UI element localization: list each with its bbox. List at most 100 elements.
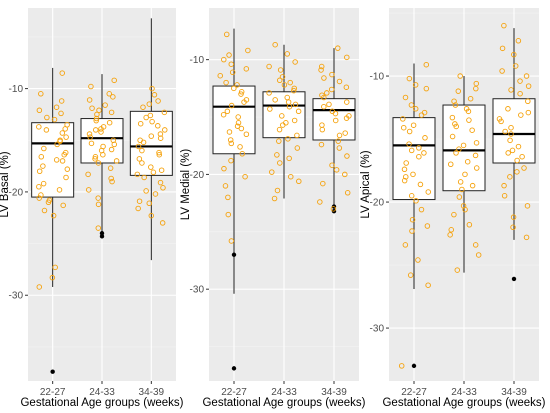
data-point (61, 151, 67, 158)
x-tick-label: 34-39 (139, 387, 165, 398)
data-point (49, 274, 56, 281)
data-point (95, 160, 102, 166)
data-point (285, 136, 291, 142)
data-point (40, 163, 46, 169)
data-point (279, 113, 285, 119)
data-point (155, 123, 161, 129)
data-point (291, 87, 297, 94)
data-point (235, 114, 241, 120)
data-point (52, 264, 58, 271)
data-point (88, 140, 95, 147)
data-point (320, 180, 326, 187)
data-point (98, 126, 104, 132)
outlier-point (231, 252, 237, 257)
data-point (59, 70, 65, 76)
data-point (448, 227, 455, 233)
data-point (418, 206, 425, 213)
data-point (517, 90, 523, 97)
data-point (501, 193, 508, 199)
data-point (332, 110, 339, 117)
data-point (523, 73, 530, 79)
data-point (243, 131, 250, 137)
data-point (509, 147, 516, 154)
data-point (53, 104, 60, 110)
data-point (161, 109, 168, 116)
data-point (95, 225, 102, 231)
data-point (276, 138, 282, 144)
data-point (36, 195, 42, 201)
data-point (229, 69, 236, 76)
data-point (455, 88, 462, 94)
data-point (228, 61, 235, 67)
data-point (106, 91, 112, 97)
data-point (286, 103, 293, 110)
data-point (148, 212, 155, 219)
data-point (403, 174, 409, 180)
data-point (525, 98, 531, 104)
data-point (139, 160, 145, 166)
data-point (147, 112, 154, 119)
data-point (238, 89, 245, 95)
data-point (53, 157, 60, 163)
data-point (151, 92, 158, 98)
data-point (467, 95, 474, 102)
data-point (143, 114, 149, 121)
data-point (342, 130, 348, 136)
data-point (87, 134, 93, 140)
data-point (515, 38, 522, 44)
data-point (51, 116, 58, 123)
data-point (447, 161, 454, 168)
data-point (330, 206, 337, 212)
data-point (271, 195, 278, 202)
y-axis-title: LV Medial (%) (180, 149, 192, 221)
data-point (318, 67, 324, 73)
data-point (406, 75, 413, 82)
data-point (277, 67, 284, 73)
data-point (459, 186, 465, 193)
data-point (113, 158, 120, 164)
data-point (223, 79, 229, 86)
data-point (59, 130, 66, 136)
data-point (92, 154, 99, 160)
x-tick-label: 34-39 (501, 387, 527, 398)
data-point (473, 165, 480, 171)
data-point (158, 167, 165, 173)
data-point (85, 171, 91, 178)
data-point (108, 146, 115, 153)
data-point (401, 177, 408, 184)
data-point (231, 85, 237, 92)
data-point (335, 138, 341, 144)
data-point (466, 117, 472, 123)
data-point (409, 228, 415, 234)
data-point (523, 234, 530, 241)
data-point (108, 109, 115, 116)
data-point (157, 179, 164, 186)
data-point (473, 80, 480, 87)
box-iqr (492, 98, 536, 164)
data-point (58, 110, 64, 117)
data-point (417, 181, 424, 188)
data-point (336, 132, 343, 139)
y-tick-label: -30 (9, 291, 24, 302)
data-point (157, 131, 164, 137)
data-point (499, 45, 506, 52)
data-point (44, 114, 50, 121)
data-point (294, 145, 301, 151)
data-point (141, 174, 147, 181)
data-point (111, 141, 118, 148)
data-point (274, 152, 280, 158)
y-tick-label: -10 (9, 84, 24, 95)
data-point (473, 140, 480, 146)
data-point (136, 198, 143, 204)
data-point (274, 187, 281, 194)
data-point (292, 59, 298, 65)
data-point (56, 187, 63, 193)
data-point (111, 77, 117, 84)
data-point (408, 147, 415, 154)
data-point (456, 194, 463, 200)
data-point (38, 91, 44, 97)
data-point (241, 99, 247, 105)
data-point (152, 191, 159, 197)
data-point (85, 187, 92, 193)
data-point (294, 132, 300, 139)
